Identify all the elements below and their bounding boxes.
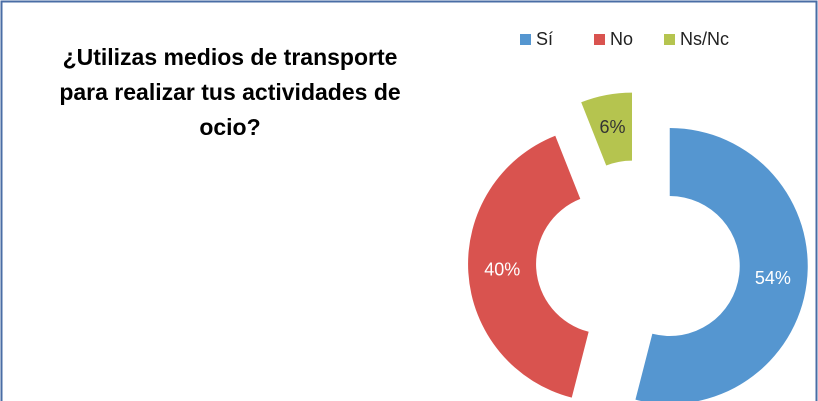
donut-slice bbox=[635, 128, 808, 401]
donut-slice bbox=[581, 92, 633, 166]
chart-title: ¿Utilizas medios de transporte para real… bbox=[59, 44, 401, 140]
legend-swatch bbox=[520, 34, 531, 45]
legend-swatch bbox=[664, 34, 675, 45]
data-label: 54% bbox=[755, 268, 791, 288]
donut-slice bbox=[468, 135, 589, 398]
data-label: 40% bbox=[484, 259, 520, 279]
legend-label: No bbox=[610, 29, 633, 49]
legend-swatch bbox=[594, 34, 605, 45]
legend-label: Ns/Nc bbox=[680, 29, 729, 49]
data-label: 6% bbox=[600, 117, 626, 137]
legend-label: Sí bbox=[536, 29, 553, 49]
